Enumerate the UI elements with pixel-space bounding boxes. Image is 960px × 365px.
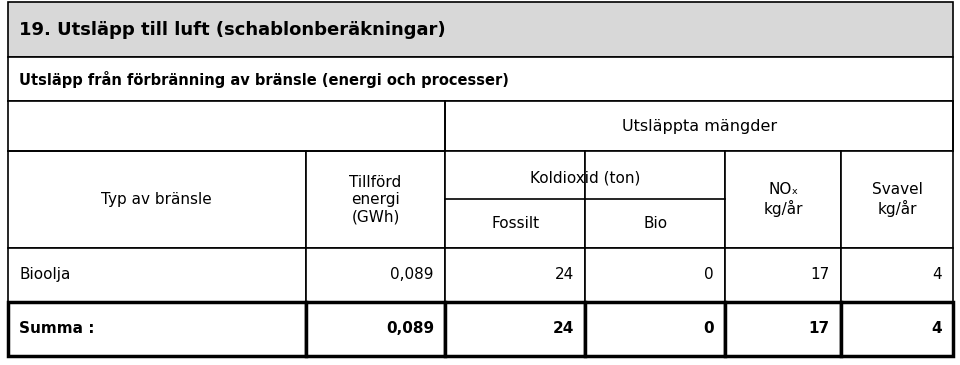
Text: NOₓ
kg/år: NOₓ kg/år [763,182,803,217]
Text: Tillförd
energi
(GWh): Tillförd energi (GWh) [349,174,401,224]
Bar [586,151,726,248]
Text: Bio: Bio [643,216,667,231]
Bar [445,302,586,356]
Text: 0: 0 [705,267,714,283]
Bar [586,302,726,356]
Text: 17: 17 [810,267,829,283]
Bar [841,302,953,356]
Text: Summa :: Summa : [19,321,95,337]
Text: Svavel
kg/år: Svavel kg/år [872,182,923,217]
Bar [8,302,305,356]
Bar [841,151,953,248]
Bar [726,302,841,356]
Text: Bioolja: Bioolja [19,267,71,283]
Text: 24: 24 [555,267,574,283]
Bar [726,248,841,302]
Text: 0,089: 0,089 [386,321,434,337]
Text: 17: 17 [808,321,829,337]
Bar [8,248,305,302]
Text: 0: 0 [704,321,714,337]
Bar [726,151,841,248]
Text: Utsläppta mängder: Utsläppta mängder [622,119,777,134]
Bar [445,248,586,302]
Bar [445,151,586,248]
Text: Typ av bränsle: Typ av bränsle [101,192,212,207]
Text: Utsläpp från förbränning av bränsle (energi och processer): Utsläpp från förbränning av bränsle (ene… [19,71,509,88]
Bar [8,57,953,101]
Text: 4: 4 [931,321,942,337]
Text: 24: 24 [553,321,574,337]
Text: 4: 4 [932,267,942,283]
Text: Koldioxid (ton): Koldioxid (ton) [530,171,640,186]
Bar [305,248,445,302]
Bar [305,302,445,356]
Bar [841,248,953,302]
Bar [445,101,953,151]
Text: 19. Utsläpp till luft (schablonberäkningar): 19. Utsläpp till luft (schablonberäkning… [19,20,445,39]
Bar [8,2,953,57]
Text: 0,089: 0,089 [391,267,434,283]
Text: Fossilt: Fossilt [492,216,540,231]
Bar [8,101,445,151]
Bar [586,248,726,302]
Bar [8,151,305,248]
Bar [305,151,445,248]
